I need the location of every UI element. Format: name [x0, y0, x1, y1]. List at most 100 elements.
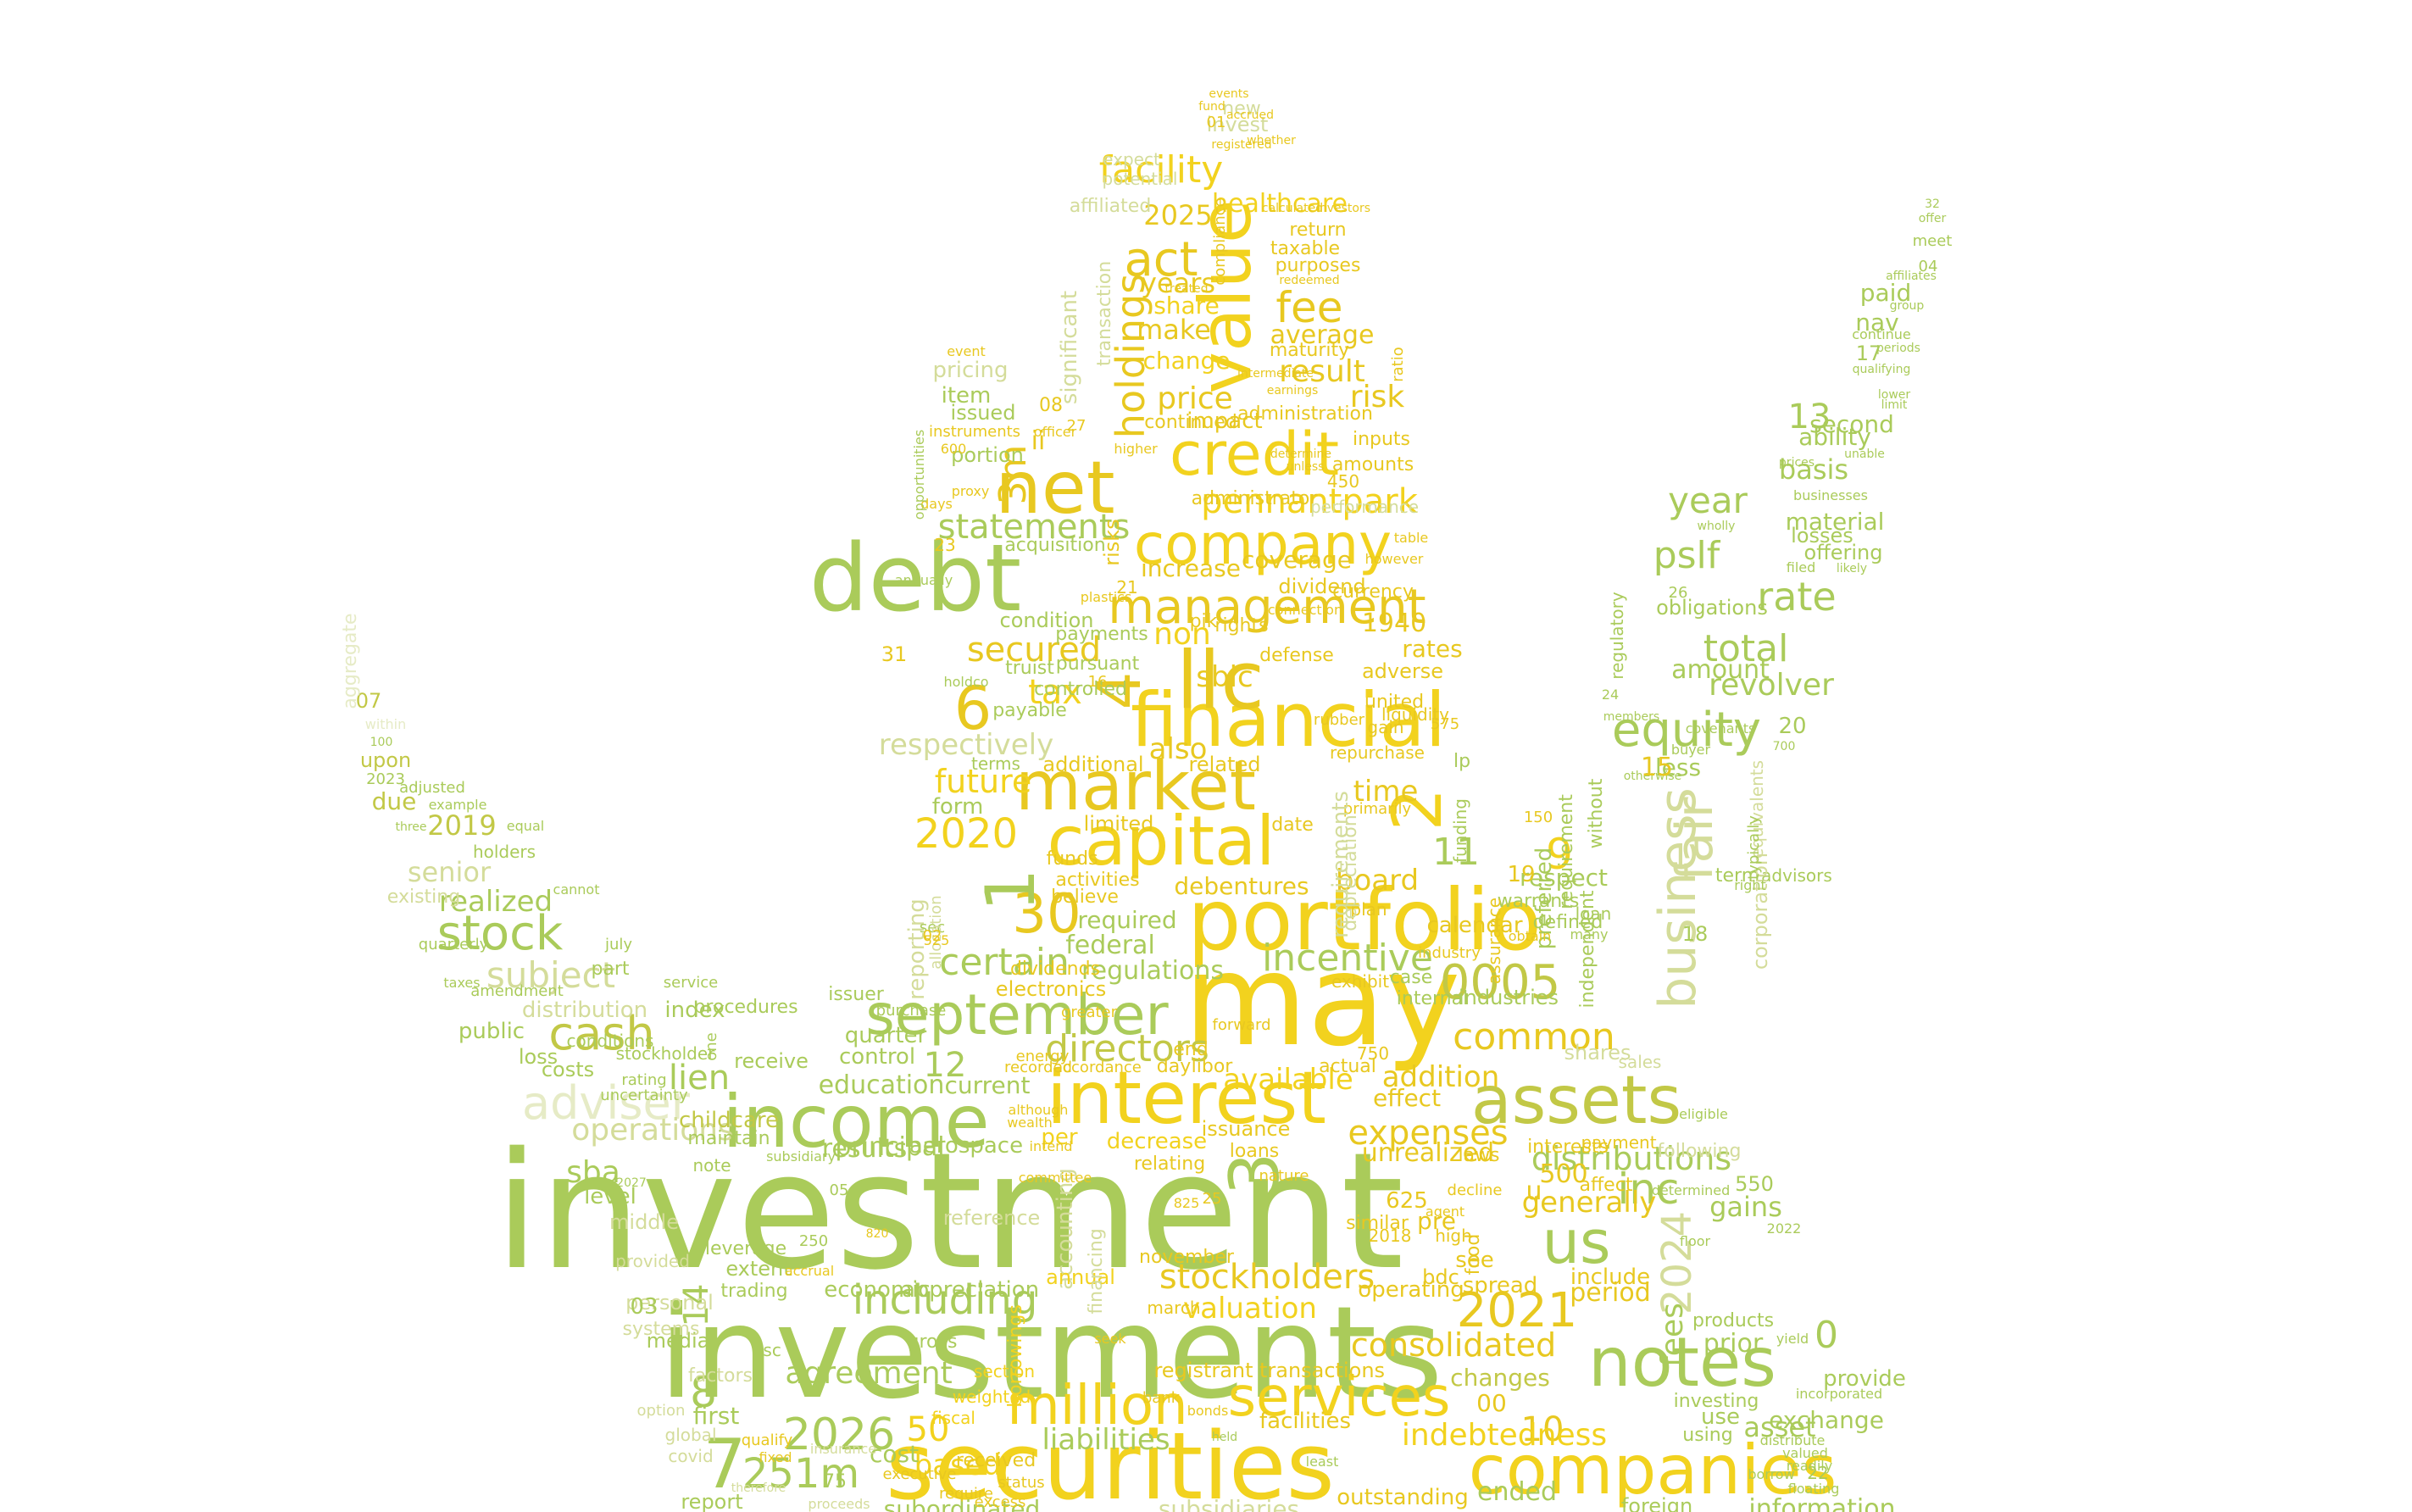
word-make: make [1137, 314, 1211, 346]
word-ability: ability [1798, 423, 1871, 451]
word-offering: offering [1804, 541, 1883, 564]
word-secured: secured [967, 631, 1101, 670]
word-therefore: therefore [731, 1481, 786, 1495]
word-indebtedness: indebtedness [1402, 1418, 1607, 1453]
word-day: day [1157, 1056, 1191, 1077]
word-future: future [935, 763, 1032, 800]
word-unless: unless [1287, 460, 1325, 474]
word-continued: continued [1144, 412, 1237, 433]
word-23: 23 [934, 535, 955, 555]
word-holdco: holdco [943, 674, 988, 690]
word-electronics: electronics [996, 977, 1106, 1001]
word-three: three [395, 820, 426, 834]
word-see: see [1455, 1248, 1494, 1273]
word-respectively: respectively [879, 728, 1053, 762]
word-respect: respect [1520, 864, 1608, 892]
word-bonds: bonds [1187, 1403, 1229, 1419]
word-item: item [942, 383, 992, 409]
word-table: table [1394, 530, 1429, 546]
word-consolidated: consolidated [1351, 1326, 1556, 1364]
word-without: without [1586, 778, 1607, 848]
word-operations: operations [571, 1113, 734, 1148]
word-150: 150 [1524, 809, 1553, 826]
word-aggregate: aggregate [340, 613, 361, 709]
word-03: 03 [630, 1294, 658, 1320]
word-income: income [723, 1080, 990, 1165]
word-terms: terms [971, 753, 1020, 774]
word-years: years [1141, 267, 1215, 299]
word-24: 24 [1602, 687, 1619, 703]
word-directors: directors [1045, 1027, 1209, 1070]
word-750: 750 [1357, 1043, 1389, 1064]
word-determine: determine [1270, 447, 1331, 461]
word-500: 500 [1539, 1159, 1587, 1189]
word-relating: relating [1134, 1153, 1205, 1175]
word-also: also [1149, 732, 1208, 766]
word-unrealized: unrealized [1362, 1138, 1494, 1168]
word-offer: offer [1919, 212, 1947, 225]
word-second: second [1809, 410, 1894, 438]
word-distributions: distributions [1531, 1140, 1731, 1177]
word-right: right [1734, 877, 1766, 893]
word-spread: spread [1463, 1273, 1538, 1298]
word-recorded: recorded [1004, 1059, 1072, 1076]
word-may: may [1184, 927, 1461, 1075]
word-amount: amount [1671, 655, 1770, 685]
word-services: services [1228, 1366, 1451, 1429]
word-industries: industries [1459, 986, 1559, 1009]
word-rate: rate [1757, 574, 1836, 620]
word-maintain: maintain [687, 1128, 770, 1149]
word-7: 7 [703, 1425, 747, 1504]
word-75: 75 [823, 1471, 847, 1493]
word-requirement: requirement [1556, 794, 1577, 909]
word-2025: 2025 [1143, 199, 1212, 231]
word-insurance: insurance [810, 1441, 876, 1457]
word-healthcare: healthcare [1212, 189, 1348, 219]
word-16: 16 [1088, 673, 1108, 691]
word-primarily: primarily [1343, 800, 1412, 818]
word-july: july [604, 936, 632, 953]
word-2: 2 [1378, 788, 1457, 831]
word-0: 0 [1815, 1314, 1838, 1357]
word-rights: rights [1214, 615, 1268, 636]
word-adjusted: adjusted [399, 779, 465, 797]
word-rubber: rubber [1314, 711, 1365, 729]
word-effect: effect [1373, 1084, 1441, 1112]
word-upon: upon [360, 748, 411, 772]
word-lp: lp [1453, 751, 1470, 772]
word-many: many [1570, 926, 1609, 942]
word-risk: risk [1350, 380, 1405, 414]
word-provide: provide [1823, 1366, 1906, 1392]
word-eligible: eligible [1679, 1106, 1728, 1122]
word-3m: 3m [992, 445, 1035, 505]
word-07: 07 [356, 689, 382, 713]
word-united: united [1364, 692, 1424, 713]
word-borrow: borrow [1748, 1466, 1794, 1482]
word-based: based [914, 1448, 1002, 1482]
word-equivalents: equivalents [1747, 760, 1767, 859]
word-gain: gain [1367, 717, 1403, 737]
word-date: date [1271, 814, 1314, 836]
word-addition: addition [1382, 1060, 1500, 1094]
word-payments: payments [1055, 624, 1148, 645]
word-common: common [1453, 1015, 1615, 1059]
word-capital: capital [1048, 802, 1275, 881]
word-management: management [1108, 580, 1426, 635]
word-issued: issued [951, 401, 1016, 425]
word-certain: certain [939, 941, 1070, 984]
word-paid: paid [1860, 279, 1911, 307]
word-expenses: expenses [1348, 1114, 1508, 1153]
word-3: 3 [1215, 1153, 1294, 1196]
word-stockholder: stockholder [616, 1043, 716, 1064]
word-receive: receive [734, 1049, 809, 1073]
word-received: received [956, 1450, 1036, 1471]
word-first: first [693, 1402, 740, 1430]
word-status: status [998, 1474, 1044, 1492]
word-nature: nature [1259, 1167, 1309, 1185]
word-believe: believe [1051, 887, 1119, 908]
word-01: 01 [1207, 114, 1226, 131]
word-opportunities: opportunities [911, 430, 927, 520]
word-financing: financing [1086, 1228, 1107, 1314]
word-equal: equal [507, 818, 544, 834]
